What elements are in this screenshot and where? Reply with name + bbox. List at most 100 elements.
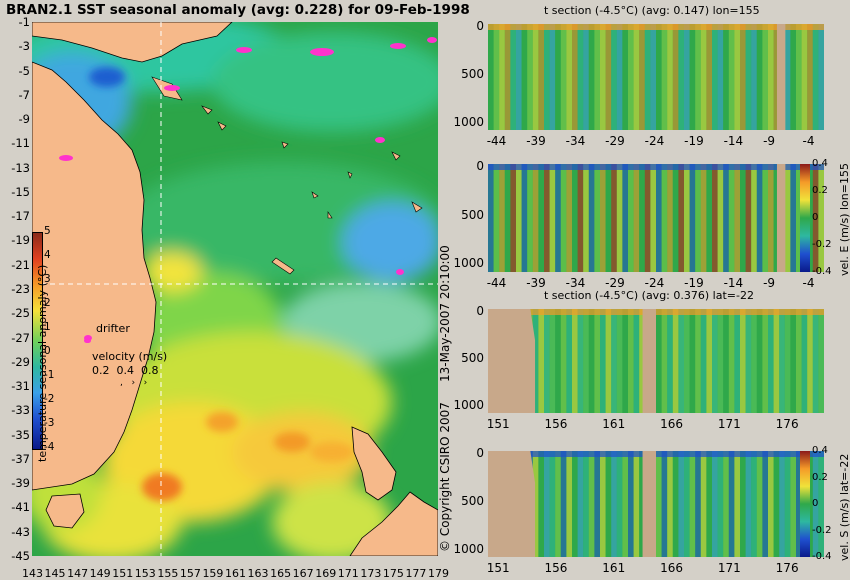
australia-land — [32, 61, 157, 491]
map-y-tick: -1 — [18, 15, 30, 29]
section-x-tick: -34 — [565, 134, 586, 148]
section-colorbar-tick: 0 — [812, 498, 819, 509]
map-colorbar-tick: -1 — [44, 369, 55, 381]
map-x-tick: 161 — [225, 567, 246, 580]
section-x-tick: -4 — [802, 134, 815, 148]
section-x-tick: -39 — [526, 134, 546, 148]
map-colorbar-tick: 5 — [44, 225, 51, 237]
map-y-tick: -9 — [18, 112, 30, 127]
section-x-tick: -39 — [526, 276, 546, 290]
map-y-tick: -29 — [11, 354, 30, 369]
new-caledonia — [271, 257, 295, 275]
section-colorbar-tick: -0.4 — [812, 266, 832, 277]
map-colorbar-tick: 2 — [44, 297, 51, 309]
section-y-tick: 1000 — [453, 256, 484, 271]
map-svg — [32, 22, 438, 556]
section-colorbar-tick: 0.2 — [812, 471, 828, 483]
section-x-tick: 151 — [486, 561, 510, 575]
map-colorbar-tick: -3 — [44, 417, 55, 429]
map-x-tick: 153 — [134, 567, 156, 580]
map-x-tick: 149 — [89, 567, 111, 580]
map-x-tick: 177 — [405, 567, 427, 580]
velocity-legend-label: velocity (m/s) — [92, 350, 168, 363]
section-y-tick: 0 — [476, 159, 484, 174]
map-x-tick: 167 — [292, 567, 314, 580]
map-y-tick: -23 — [11, 282, 30, 296]
map-x-tick: 169 — [315, 567, 337, 580]
map-colorbar — [32, 232, 43, 450]
section-svg — [488, 309, 824, 413]
section-x-tick: -29 — [605, 276, 625, 290]
map-colorbar-tick: -4 — [44, 441, 55, 453]
map-y-tick: -33 — [11, 403, 30, 418]
drifter-legend-marker — [84, 338, 91, 343]
map-y-tick: -37 — [11, 451, 30, 466]
section-x-tick: -29 — [605, 134, 625, 148]
section-colorbar-tick: 0.4 — [812, 445, 828, 456]
section-svg — [488, 24, 824, 130]
section-x-tick: -19 — [684, 276, 704, 290]
new-guinea-land — [32, 22, 233, 63]
map-colorbar-tick: 3 — [44, 273, 51, 285]
section-plot[interactable] — [488, 24, 824, 130]
section-x-tick: 166 — [660, 561, 683, 575]
section-y-tick: 500 — [461, 207, 484, 222]
map-x-tick: 155 — [157, 567, 179, 580]
map-y-tick: -43 — [11, 524, 30, 539]
section-colorbar-tick: 0.2 — [812, 185, 828, 196]
map-x-tick: 143 — [22, 567, 43, 580]
map-x-tick: 179 — [428, 567, 449, 580]
section-x-tick: 171 — [717, 561, 741, 575]
copyright-label: © Copyright CSIRO 2007 — [438, 402, 452, 552]
section-x-tick: -14 — [723, 276, 744, 290]
section-y-tick: 500 — [461, 350, 484, 365]
map-y-tick: -13 — [11, 160, 30, 175]
section-plot[interactable] — [488, 164, 824, 272]
section-x-tick: -44 — [486, 276, 507, 290]
section-colorbar-tick: 0.4 — [812, 158, 828, 169]
map-y-tick: -31 — [11, 379, 30, 394]
map-y-tick: -15 — [11, 184, 30, 199]
section-x-tick: 156 — [544, 417, 568, 431]
section-x-tick: -24 — [644, 134, 665, 148]
section-colorbar-tick: -0.4 — [812, 551, 832, 562]
velocity-legend-values: 0.2 0.4 0.8 — [92, 364, 159, 377]
section-colorbar-tick: -0.2 — [812, 524, 832, 536]
section-y-tick: 0 — [476, 19, 484, 34]
section-x-tick: 151 — [486, 417, 510, 431]
map-colorbar-tick: -2 — [44, 393, 55, 405]
map-colorbar-tick: 0 — [44, 345, 51, 357]
map-y-tick: -39 — [11, 476, 30, 491]
section-x-tick: 166 — [660, 417, 683, 431]
section-colorbar — [800, 164, 810, 272]
sst-anomaly-map[interactable]: 5 4 3 2 1 0 -1 -2 -3 -4 temperature seasonal anom… — [32, 22, 438, 556]
map-y-tick: -41 — [11, 500, 30, 515]
section-y-tick: 0 — [476, 446, 484, 461]
section-title: t section (-4.5°C) (avg: 0.147) lon=155 — [544, 4, 760, 17]
section-plot[interactable] — [488, 451, 824, 557]
section-side-label: vel. S (m/s) lat=-22 — [838, 453, 850, 561]
map-y-tick: -27 — [11, 330, 30, 345]
section-x-tick: -9 — [763, 276, 776, 290]
section-y-tick: 0 — [476, 304, 484, 319]
map-colorbar-label: temperature seasonal anomaly (°C) — [36, 264, 49, 462]
map-x-tick: 165 — [270, 567, 292, 580]
map-x-tick: 151 — [112, 567, 134, 580]
section-x-tick: -34 — [565, 276, 586, 290]
map-y-tick: -21 — [11, 257, 30, 272]
section-plot[interactable] — [488, 309, 824, 413]
section-y-tick: 1000 — [453, 397, 484, 412]
section-x-tick: -44 — [486, 134, 507, 148]
section-title: t section (-4.5°C) (avg: 0.376) lat=-22 — [544, 289, 754, 302]
section-colorbar-tick: 0 — [812, 212, 819, 223]
section-y-tick: 1000 — [453, 114, 484, 129]
map-x-tick: 147 — [67, 567, 89, 580]
map-colorbar-tick: 1 — [44, 321, 51, 333]
section-x-tick: 176 — [775, 561, 799, 575]
map-y-tick: -11 — [11, 136, 30, 151]
map-y-tick: -17 — [11, 209, 30, 224]
section-y-tick: 500 — [461, 493, 484, 508]
map-x-tick: 163 — [247, 567, 269, 580]
map-x-tick: 171 — [337, 567, 359, 580]
drifter-legend-label: drifter — [96, 322, 130, 335]
